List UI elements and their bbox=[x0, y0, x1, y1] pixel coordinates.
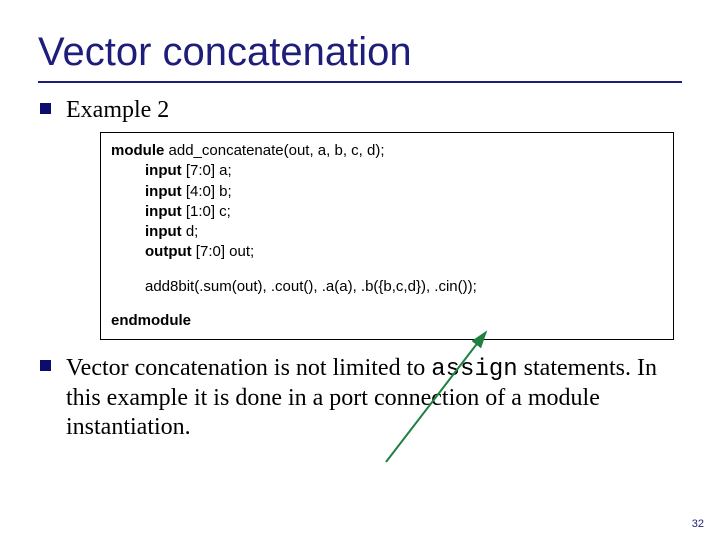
code-box: module add_concatenate(out, a, b, c, d);… bbox=[100, 132, 674, 340]
body-text: Vector concatenation is not limited to a… bbox=[66, 355, 657, 440]
kw-endmodule: endmodule bbox=[111, 312, 191, 329]
body-assign: assign bbox=[431, 356, 517, 383]
code-line-input-b: input [4:0] b; bbox=[111, 182, 663, 202]
code-line-input-c: input [1:0] c; bbox=[111, 202, 663, 222]
code-blank-2 bbox=[111, 297, 663, 311]
code-in3-rest: [1:0] c; bbox=[182, 203, 231, 220]
code-out-rest: [7:0] out; bbox=[192, 243, 255, 260]
code-module-rest: add_concatenate(out, a, b, c, d); bbox=[164, 142, 384, 159]
code-in4-rest: d; bbox=[182, 223, 199, 240]
kw-input: input bbox=[145, 183, 182, 200]
bullet-body: Vector concatenation is not limited to a… bbox=[38, 354, 682, 441]
page-number: 32 bbox=[692, 518, 704, 530]
code-in2-rest: [4:0] b; bbox=[182, 183, 232, 200]
code-line-call: add8bit(.sum(out), .cout(), .a(a), .b({b… bbox=[111, 277, 663, 297]
code-blank-1 bbox=[111, 263, 663, 277]
bullet-example: Example 2 bbox=[38, 97, 682, 124]
code-line-input-d: input d; bbox=[111, 222, 663, 242]
title-underline bbox=[38, 81, 682, 83]
code-in1-rest: [7:0] a; bbox=[182, 162, 232, 179]
code-line-input-a: input [7:0] a; bbox=[111, 161, 663, 181]
code-line-module: module add_concatenate(out, a, b, c, d); bbox=[111, 141, 663, 161]
kw-output: output bbox=[145, 243, 192, 260]
code-line-endmodule: endmodule bbox=[111, 311, 663, 331]
square-bullet-icon bbox=[40, 360, 51, 371]
square-bullet-icon bbox=[40, 103, 51, 114]
page-title: Vector concatenation bbox=[38, 30, 682, 75]
kw-module: module bbox=[111, 142, 164, 159]
slide-root: Vector concatenation Example 2 module ad… bbox=[0, 0, 720, 540]
kw-input: input bbox=[145, 203, 182, 220]
kw-input: input bbox=[145, 162, 182, 179]
kw-input: input bbox=[145, 223, 182, 240]
body-pre: Vector concatenation is not limited to bbox=[66, 355, 431, 381]
example-label: Example 2 bbox=[66, 97, 169, 123]
code-line-output: output [7:0] out; bbox=[111, 242, 663, 262]
